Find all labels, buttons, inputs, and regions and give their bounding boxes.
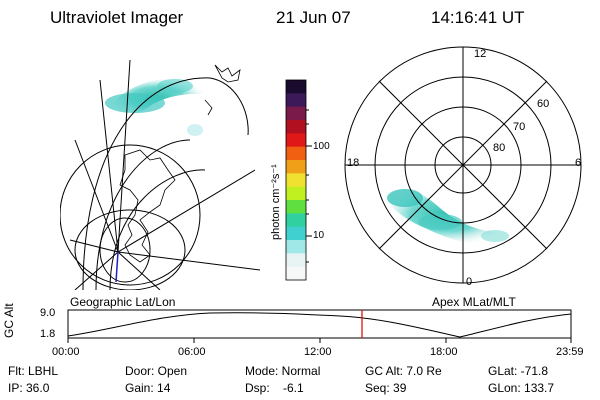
- colorbar-stripe: [286, 133, 306, 148]
- mode-info: Mode: Normal: [245, 364, 321, 378]
- date-label: 21 Jun 07: [276, 8, 351, 27]
- filter-info: Flt: LBHL: [8, 364, 59, 378]
- polar-plot: [344, 46, 582, 284]
- colorbar-stripe: [286, 146, 306, 161]
- ip-info: IP: 36.0: [8, 381, 50, 395]
- instrument-title: Ultraviolet Imager: [50, 8, 184, 27]
- timeline-xtick-3: 18:00: [430, 346, 458, 358]
- dsp-info: Dsp: -6.1: [245, 381, 304, 395]
- time-label: 14:16:41 UT: [431, 8, 525, 27]
- timeline-ylabel: GC Alt: [2, 303, 16, 338]
- left-panel-caption: Geographic Lat/Lon: [70, 295, 176, 309]
- colorbar-stripe: [286, 120, 306, 134]
- mlt-label-0: 0: [466, 276, 473, 288]
- colorbar-stripe: [286, 253, 306, 268]
- timeline-xtick-2: 12:00: [304, 346, 332, 358]
- colorbar-stripe: [286, 160, 306, 174]
- colorbar-stripe: [286, 106, 306, 121]
- mlat-label-60: 60: [537, 98, 550, 110]
- orbit-timeline: [67, 309, 572, 343]
- gc-alt-info: GC Alt: 7.0 Re: [365, 364, 442, 378]
- colorbar-tick-100: 100: [313, 141, 330, 152]
- mlat-label-80: 80: [493, 142, 506, 154]
- mlat-label-70: 70: [513, 121, 526, 133]
- timeline-ytick-bottom: 1.8: [40, 328, 56, 340]
- colorbar-stripe: [286, 266, 306, 281]
- colorbar-stripe: [286, 213, 306, 228]
- right-panel-caption: Apex MLat/MLT: [432, 295, 516, 309]
- glon-info: GLon: 133.7: [488, 381, 555, 395]
- colorbar-stripe: [286, 80, 306, 94]
- door-info: Door: Open: [125, 364, 188, 378]
- mlt-label-18: 18: [347, 157, 360, 169]
- geographic-map: [60, 59, 260, 290]
- colorbar-stripe: [286, 226, 306, 241]
- mlt-label-6: 6: [575, 157, 582, 169]
- colorbar-stripe: [286, 200, 306, 214]
- gain-info: Gain: 14: [125, 381, 171, 395]
- colorbar-stripe: [286, 186, 306, 201]
- glat-info: GLat: -71.8: [488, 364, 549, 378]
- colorbar-stripe: [286, 240, 306, 254]
- timeline-xtick-1: 06:00: [178, 346, 206, 358]
- colorbar-tick-10: 10: [313, 230, 325, 241]
- timeline-xtick-4: 23:59: [556, 346, 584, 358]
- colorbar-stripe: [286, 93, 306, 108]
- colorbar: [286, 80, 306, 281]
- colorbar-stripe: [286, 173, 306, 188]
- seq-info: Seq: 39: [365, 381, 407, 395]
- colorbar-unit-label: photon cm⁻²s⁻¹: [270, 164, 282, 240]
- timeline-xtick-0: 00:00: [52, 346, 80, 358]
- timeline-ytick-top: 9.0: [40, 307, 56, 319]
- mlt-label-12: 12: [474, 48, 487, 60]
